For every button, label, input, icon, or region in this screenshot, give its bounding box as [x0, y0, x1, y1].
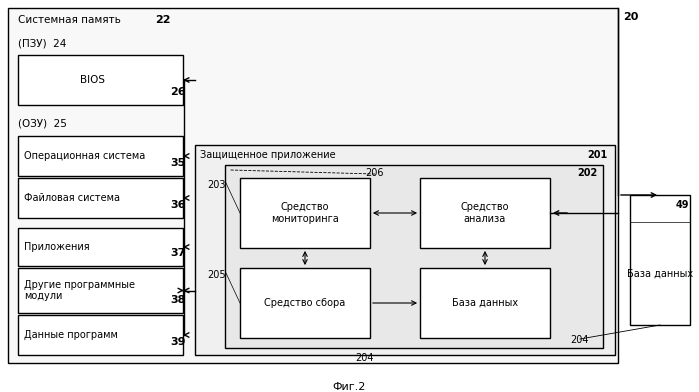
Text: 202: 202	[577, 168, 597, 178]
Text: Файловая система: Файловая система	[24, 193, 120, 203]
Text: Средство
анализа: Средство анализа	[461, 202, 510, 224]
Text: (ПЗУ)  24: (ПЗУ) 24	[18, 38, 66, 48]
Text: 39: 39	[170, 337, 185, 347]
Text: База данных: База данных	[452, 298, 518, 308]
Bar	[18, 55, 183, 105]
Bar	[18, 228, 183, 266]
Text: Средство сбора: Средство сбора	[264, 298, 345, 308]
Text: Средство
мониторинга: Средство мониторинга	[271, 202, 339, 224]
Text: База данных: База данных	[627, 269, 693, 278]
Text: 37: 37	[170, 248, 185, 258]
Bar	[630, 195, 690, 325]
Text: 38: 38	[170, 295, 185, 305]
Bar	[18, 178, 183, 218]
Text: 204: 204	[356, 353, 374, 363]
Text: (ОЗУ)  25: (ОЗУ) 25	[18, 118, 67, 128]
Text: 26: 26	[170, 87, 186, 97]
Text: Фиг.2: Фиг.2	[333, 382, 366, 392]
Text: 35: 35	[170, 158, 185, 168]
Bar	[18, 315, 183, 355]
Bar	[195, 145, 615, 355]
Text: Операционная система: Операционная система	[24, 151, 145, 161]
Bar	[240, 178, 370, 248]
Bar	[18, 136, 183, 176]
Bar	[420, 268, 550, 338]
Bar	[420, 178, 550, 248]
Text: Данные программ: Данные программ	[24, 330, 118, 340]
Bar	[240, 268, 370, 338]
Text: 20: 20	[623, 12, 638, 22]
Bar	[8, 8, 618, 363]
Bar	[18, 268, 183, 313]
Text: 36: 36	[170, 200, 185, 210]
Text: 201: 201	[588, 150, 608, 160]
Text: 206: 206	[365, 168, 384, 178]
Text: 205: 205	[208, 270, 226, 280]
Text: Системная память: Системная память	[18, 15, 121, 25]
Text: 203: 203	[208, 180, 226, 190]
Text: Приложения: Приложения	[24, 242, 89, 252]
Text: Защищенное приложение: Защищенное приложение	[200, 150, 336, 160]
Text: 49: 49	[675, 200, 689, 210]
Text: Другие программные
модули: Другие программные модули	[24, 279, 135, 301]
Bar	[225, 165, 603, 348]
Text: 204: 204	[570, 335, 589, 345]
Text: 22: 22	[155, 15, 171, 25]
Text: BIOS: BIOS	[80, 75, 105, 85]
